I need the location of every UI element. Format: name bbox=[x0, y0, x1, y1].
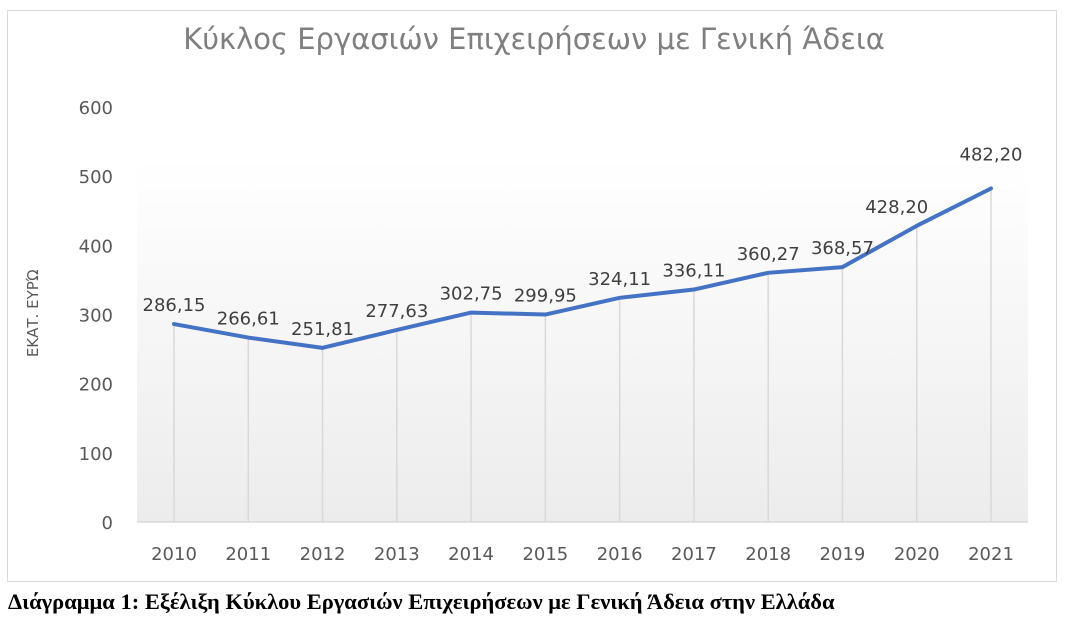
x-tick-label: 2021 bbox=[968, 544, 1014, 565]
x-tick-label: 2018 bbox=[745, 544, 791, 565]
x-tick-label: 2013 bbox=[374, 544, 420, 565]
data-label: 324,11 bbox=[588, 269, 651, 290]
x-tick-label: 2015 bbox=[522, 544, 568, 565]
data-label: 428,20 bbox=[865, 197, 928, 218]
x-tick-label: 2012 bbox=[300, 544, 346, 565]
data-labels: 286,15 266,61 251,81 277,63 302,75 299,95 324,… bbox=[143, 144, 1023, 339]
x-tick-label: 2016 bbox=[597, 544, 643, 565]
series-line bbox=[172, 186, 993, 350]
chart-title: Κύκλος Εργασιών Επιχειρήσεων με Γενική Ά… bbox=[183, 22, 885, 56]
x-tick-label: 2010 bbox=[151, 544, 197, 565]
y-tick-label: 200 bbox=[79, 375, 113, 396]
data-label: 277,63 bbox=[365, 301, 428, 322]
x-tick-label: 2017 bbox=[671, 544, 717, 565]
y-tick-label: 100 bbox=[79, 444, 113, 465]
data-label: 368,57 bbox=[811, 238, 874, 259]
figure-caption: Διάγραμμα 1: Εξέλιξη Κύκλου Εργασιών Επι… bbox=[8, 589, 835, 614]
y-tick-label: 0 bbox=[102, 513, 113, 534]
plot-area bbox=[137, 158, 1028, 522]
x-tick-label: 2011 bbox=[225, 544, 271, 565]
x-tick-label: 2019 bbox=[820, 544, 866, 565]
x-tick-label: 2014 bbox=[448, 544, 494, 565]
y-tick-label: 400 bbox=[79, 236, 113, 257]
y-tick-label: 500 bbox=[79, 167, 113, 188]
data-label: 302,75 bbox=[440, 284, 503, 305]
data-label: 299,95 bbox=[514, 286, 577, 307]
data-label: 336,11 bbox=[662, 261, 725, 282]
x-axis-ticks: 2010 2011 2012 2013 2014 2015 2016 2017 2018 2019… bbox=[151, 544, 1014, 565]
data-label: 482,20 bbox=[960, 144, 1023, 165]
data-label: 251,81 bbox=[291, 319, 354, 340]
y-tick-label: 300 bbox=[79, 306, 113, 327]
data-label: 266,61 bbox=[217, 309, 280, 330]
x-tick-label: 2020 bbox=[894, 544, 940, 565]
data-label: 286,15 bbox=[143, 295, 206, 316]
y-axis-ticks: 0 100 200 300 400 500 600 bbox=[79, 98, 113, 534]
y-tick-label: 600 bbox=[79, 98, 113, 119]
gridlines bbox=[173, 188, 992, 522]
data-label: 360,27 bbox=[737, 244, 800, 265]
